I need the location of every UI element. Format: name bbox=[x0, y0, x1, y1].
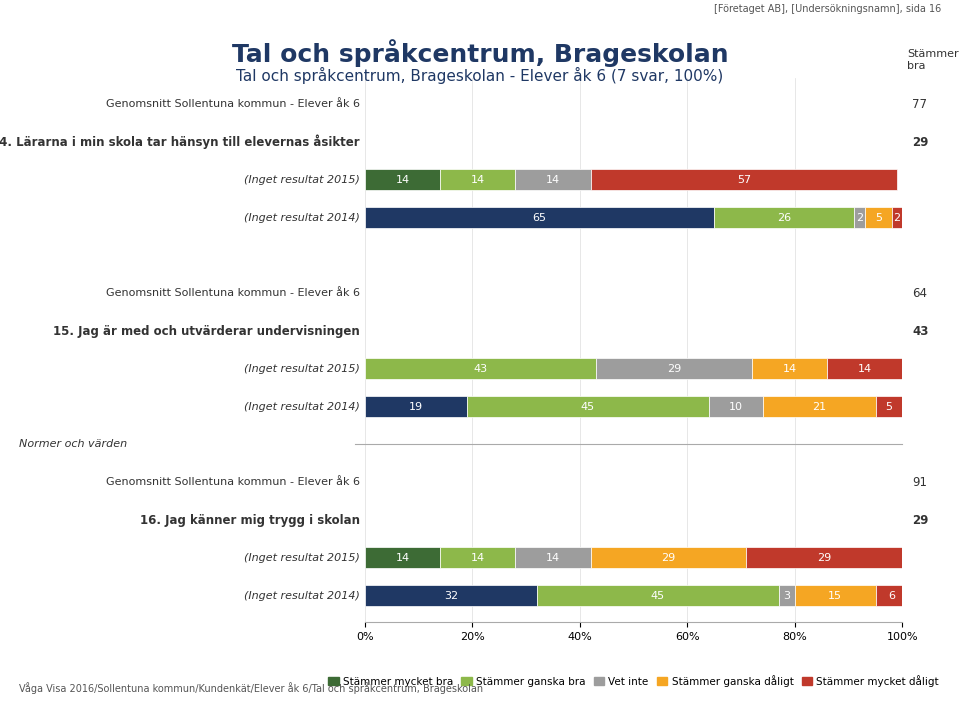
Text: (Inget resultat 2014): (Inget resultat 2014) bbox=[244, 402, 360, 411]
Bar bbox=[865, 207, 892, 228]
Text: Stämmer
bra: Stämmer bra bbox=[907, 49, 959, 71]
Text: 2: 2 bbox=[894, 213, 900, 223]
Bar bbox=[590, 547, 747, 568]
Bar bbox=[708, 397, 762, 417]
Text: 14: 14 bbox=[857, 364, 872, 374]
Text: 14: 14 bbox=[470, 175, 485, 185]
Bar bbox=[467, 397, 708, 417]
Text: Genomsnitt Sollentuna kommun - Elever åk 6: Genomsnitt Sollentuna kommun - Elever åk… bbox=[106, 288, 360, 298]
Text: 3: 3 bbox=[783, 590, 790, 601]
Text: 29: 29 bbox=[912, 136, 928, 148]
Text: 14: 14 bbox=[782, 364, 797, 374]
Bar bbox=[876, 585, 908, 606]
Bar bbox=[365, 547, 440, 568]
Bar bbox=[752, 358, 828, 379]
Text: 14: 14 bbox=[396, 175, 410, 185]
Text: 14: 14 bbox=[470, 553, 485, 563]
Text: 43: 43 bbox=[473, 364, 488, 374]
Bar bbox=[516, 170, 590, 190]
Text: (Inget resultat 2015): (Inget resultat 2015) bbox=[244, 364, 360, 374]
Bar bbox=[590, 170, 897, 190]
Text: 14: 14 bbox=[396, 553, 410, 563]
Bar bbox=[440, 170, 516, 190]
Text: 77: 77 bbox=[912, 98, 927, 111]
Text: 64: 64 bbox=[912, 287, 927, 300]
Bar bbox=[762, 397, 876, 417]
Text: 29: 29 bbox=[667, 364, 681, 374]
Bar bbox=[876, 397, 902, 417]
Text: 10: 10 bbox=[729, 402, 743, 411]
Text: 29: 29 bbox=[661, 553, 676, 563]
Text: 57: 57 bbox=[736, 175, 751, 185]
Text: Tal och språkcentrum, Brageskolan - Elever åk 6 (7 svar, 100%): Tal och språkcentrum, Brageskolan - Elev… bbox=[236, 67, 724, 84]
Text: 26: 26 bbox=[777, 213, 791, 223]
Bar bbox=[440, 547, 516, 568]
Text: Genomsnitt Sollentuna kommun - Elever åk 6: Genomsnitt Sollentuna kommun - Elever åk… bbox=[106, 477, 360, 487]
Text: [Företaget AB], [Undersökningsnamn], sida 16: [Företaget AB], [Undersökningsnamn], sid… bbox=[713, 4, 941, 13]
Bar bbox=[365, 170, 440, 190]
Bar bbox=[892, 207, 902, 228]
Bar bbox=[779, 585, 795, 606]
Text: 15. Jag är med och utvärderar undervisningen: 15. Jag är med och utvärderar undervisni… bbox=[53, 325, 360, 337]
Text: 5: 5 bbox=[875, 213, 881, 223]
Bar bbox=[365, 358, 596, 379]
Text: 29: 29 bbox=[817, 553, 831, 563]
Bar bbox=[714, 207, 854, 228]
Text: Våga Visa 2016/Sollentuna kommun/Kundenkät/Elever åk 6/Tal och språkcentrum, Bra: Våga Visa 2016/Sollentuna kommun/Kundenk… bbox=[19, 682, 483, 694]
Text: 65: 65 bbox=[533, 213, 546, 223]
Text: Genomsnitt Sollentuna kommun - Elever åk 6: Genomsnitt Sollentuna kommun - Elever åk… bbox=[106, 99, 360, 110]
Text: 15: 15 bbox=[828, 590, 842, 601]
Text: (Inget resultat 2014): (Inget resultat 2014) bbox=[244, 213, 360, 223]
Text: (Inget resultat 2014): (Inget resultat 2014) bbox=[244, 590, 360, 601]
Bar bbox=[747, 547, 902, 568]
Bar bbox=[516, 547, 590, 568]
Text: 14: 14 bbox=[546, 175, 560, 185]
Text: 45: 45 bbox=[581, 402, 595, 411]
Text: 19: 19 bbox=[409, 402, 423, 411]
Text: 6: 6 bbox=[888, 590, 895, 601]
Text: 14. Lärarna i min skola tar hänsyn till elevernas åsikter: 14. Lärarna i min skola tar hänsyn till … bbox=[0, 135, 360, 149]
Text: 43: 43 bbox=[912, 325, 928, 337]
Bar bbox=[365, 585, 537, 606]
Bar bbox=[596, 358, 752, 379]
Text: 32: 32 bbox=[444, 590, 458, 601]
Text: (Inget resultat 2015): (Inget resultat 2015) bbox=[244, 175, 360, 185]
Text: 29: 29 bbox=[912, 513, 928, 527]
Text: 2: 2 bbox=[855, 213, 863, 223]
Bar bbox=[365, 397, 467, 417]
Text: 14: 14 bbox=[546, 553, 560, 563]
Text: 5: 5 bbox=[885, 402, 893, 411]
Text: 16. Jag känner mig trygg i skolan: 16. Jag känner mig trygg i skolan bbox=[140, 513, 360, 527]
Bar bbox=[795, 585, 876, 606]
Text: 91: 91 bbox=[912, 476, 927, 489]
Text: 21: 21 bbox=[812, 402, 827, 411]
Text: 45: 45 bbox=[651, 590, 665, 601]
Bar bbox=[365, 207, 714, 228]
Bar bbox=[537, 585, 779, 606]
Text: Tal och språkcentrum, Brageskolan: Tal och språkcentrum, Brageskolan bbox=[231, 39, 729, 66]
Bar bbox=[854, 207, 865, 228]
Legend: Stämmer mycket bra, Stämmer ganska bra, Vet inte, Stämmer ganska dåligt, Stämmer: Stämmer mycket bra, Stämmer ganska bra, … bbox=[324, 671, 943, 691]
Text: (Inget resultat 2015): (Inget resultat 2015) bbox=[244, 553, 360, 563]
Bar bbox=[828, 358, 902, 379]
Text: Normer och värden: Normer och värden bbox=[19, 440, 128, 450]
